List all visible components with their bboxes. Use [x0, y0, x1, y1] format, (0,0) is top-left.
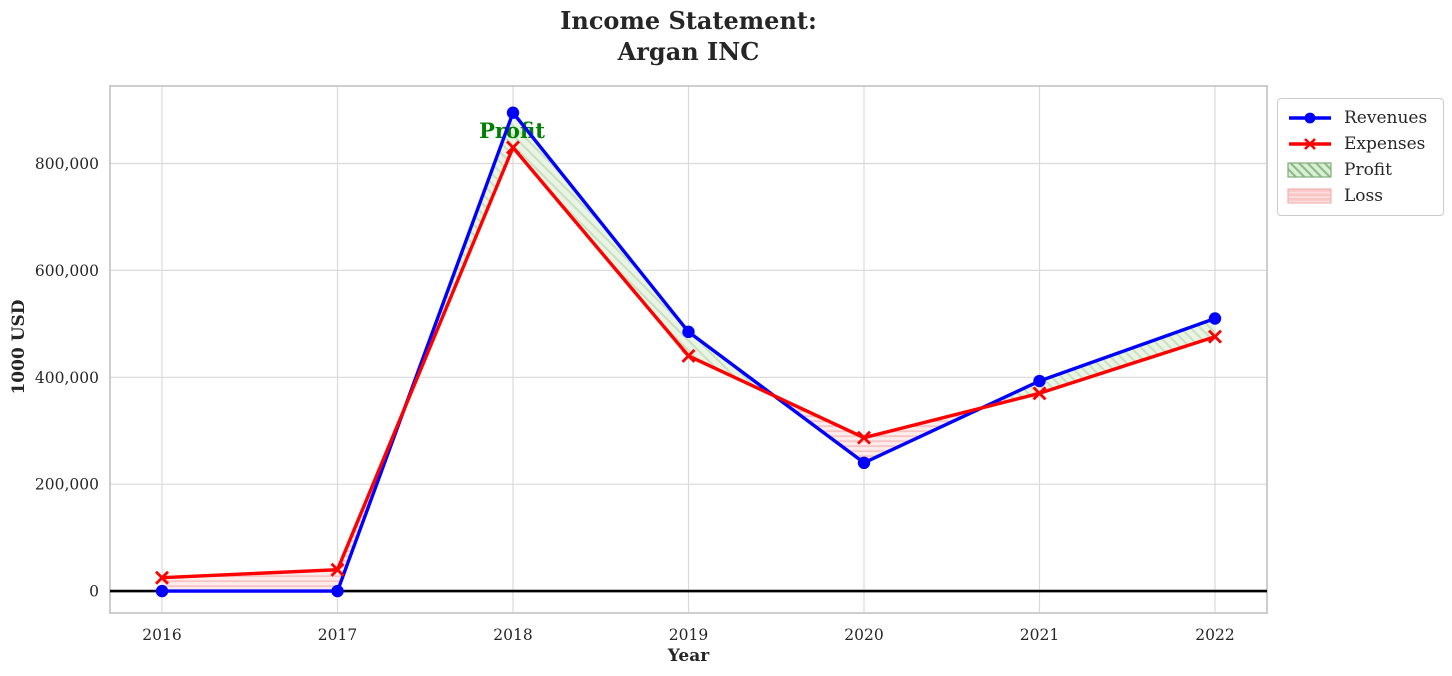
x-tick-label: 2022 — [1195, 626, 1234, 644]
chart-title: Income Statement: Argan INC — [110, 5, 1267, 67]
legend-swatch-loss — [1287, 187, 1333, 205]
chart-title-line1: Income Statement: — [560, 6, 817, 35]
profit-area — [513, 112, 689, 356]
x-axis-label: Year — [667, 646, 710, 666]
marker-x-icon — [506, 140, 520, 155]
legend-item-loss: Loss — [1287, 184, 1435, 208]
x-tick-label: 2019 — [669, 626, 708, 644]
legend-swatch-expenses — [1287, 135, 1333, 153]
loss-area — [162, 569, 338, 592]
y-tick-label: 200,000 — [35, 476, 99, 494]
marker-x-icon — [1032, 386, 1047, 401]
x-tick-label: 2021 — [1020, 626, 1059, 644]
marker-circle-icon — [1208, 312, 1222, 325]
legend-swatch-profit — [1287, 161, 1333, 179]
marker-circle-icon — [682, 325, 695, 339]
legend-label-loss: Loss — [1344, 185, 1383, 206]
legend-label-expenses: Expenses — [1344, 133, 1426, 154]
x-tick-label: 2018 — [493, 626, 532, 644]
x-tick-label: 2020 — [844, 626, 883, 644]
legend-item-profit: Profit — [1287, 158, 1435, 182]
chart-title-line2: Argan INC — [617, 37, 760, 66]
marker-x-icon — [857, 430, 871, 445]
marker-circle-icon — [1033, 374, 1046, 388]
marker-x-icon — [681, 348, 696, 363]
marker-x-icon — [1208, 329, 1222, 344]
plot-border — [109, 85, 1268, 614]
y-tick-label: 800,000 — [35, 155, 99, 173]
marker-circle-icon — [155, 584, 169, 598]
legend: Revenues Expenses Profit Loss — [1277, 98, 1444, 216]
x-tick-label: 2017 — [318, 626, 357, 644]
marker-circle-icon — [857, 456, 871, 470]
y-axis-label: 1000 USD — [9, 299, 29, 395]
legend-item-expenses: Expenses — [1287, 132, 1435, 156]
y-tick-label: 0 — [89, 583, 99, 601]
legend-item-revenues: Revenues — [1287, 106, 1435, 130]
y-tick-label: 600,000 — [35, 262, 99, 280]
x-tick-label: 2016 — [142, 626, 181, 644]
marker-x-icon — [330, 562, 345, 577]
y-tick-label: 400,000 — [35, 369, 99, 387]
marker-x-icon — [155, 570, 169, 585]
marker-circle-icon — [506, 106, 520, 119]
profit-area — [1039, 318, 1215, 394]
legend-label-revenues: Revenues — [1344, 107, 1428, 128]
marker-circle-icon — [331, 584, 344, 598]
legend-label-profit: Profit — [1344, 159, 1392, 180]
legend-swatch-revenues — [1287, 109, 1333, 127]
